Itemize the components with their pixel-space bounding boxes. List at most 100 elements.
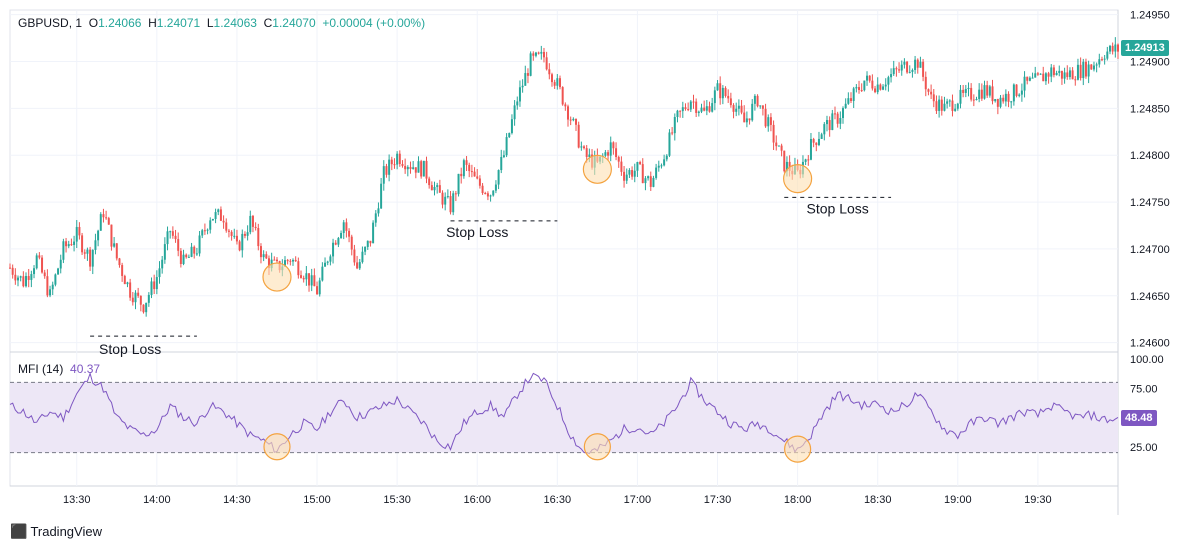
candle-down xyxy=(972,99,975,101)
time-tick-label: 14:30 xyxy=(223,494,251,506)
candle-up xyxy=(372,222,375,244)
candle-down xyxy=(719,83,722,99)
candle-down xyxy=(583,146,586,149)
candle-up xyxy=(534,52,537,56)
grid xyxy=(9,9,1119,515)
candle-up xyxy=(876,84,879,93)
candle-down xyxy=(569,119,572,121)
candle-down xyxy=(542,51,545,58)
candle-down xyxy=(996,99,999,107)
candle-down xyxy=(780,145,783,151)
high-value: 1.24071 xyxy=(156,16,201,30)
candle-down xyxy=(171,231,174,236)
candle-down xyxy=(703,107,706,111)
candle-up xyxy=(505,137,508,156)
candle-down xyxy=(550,74,553,83)
candle-up xyxy=(825,120,828,125)
candle-down xyxy=(858,87,861,91)
candle-down xyxy=(294,259,297,262)
change-value: +0.00004 (+0.00%) xyxy=(322,16,426,30)
candle-down xyxy=(414,167,417,173)
candle-down xyxy=(46,276,49,296)
close-value: 1.24070 xyxy=(272,16,316,30)
candle-up xyxy=(417,161,420,173)
candle-down xyxy=(465,160,468,165)
candle-down xyxy=(922,61,925,77)
candle-down xyxy=(1052,67,1055,76)
candle-up xyxy=(697,111,700,113)
candle-down xyxy=(131,297,134,303)
candle-down xyxy=(775,142,778,147)
candle-up xyxy=(1010,101,1013,103)
candle-up xyxy=(422,160,425,177)
candle-down xyxy=(481,185,484,194)
candle-up xyxy=(938,99,941,111)
candle-down xyxy=(470,171,473,173)
candle-up xyxy=(321,266,324,281)
candle-down xyxy=(1090,64,1093,70)
candle-up xyxy=(412,167,415,169)
candle-up xyxy=(660,165,663,167)
candle-down xyxy=(275,259,278,262)
stop-loss-label: Stop Loss xyxy=(99,341,161,357)
time-tick-label: 18:30 xyxy=(864,494,892,506)
price-highlight-circle xyxy=(783,164,813,194)
candle-up xyxy=(283,260,286,267)
candle-down xyxy=(70,244,73,246)
candle-up xyxy=(633,170,636,177)
candle-down xyxy=(81,235,84,253)
mfi-band-fill xyxy=(10,382,1118,453)
candle-down xyxy=(991,86,994,102)
candle-up xyxy=(444,196,447,205)
candle-down xyxy=(273,259,276,261)
candle-down xyxy=(107,218,110,225)
candle-down xyxy=(22,276,25,287)
candle-up xyxy=(644,178,647,184)
candle-down xyxy=(1060,70,1063,79)
candle-up xyxy=(1004,93,1007,102)
candle-up xyxy=(844,103,847,109)
candle-up xyxy=(292,259,295,262)
candle-up xyxy=(436,185,439,187)
low-value: 1.24063 xyxy=(213,16,257,30)
candle-up xyxy=(767,117,770,127)
candle-down xyxy=(297,261,300,276)
candle-up xyxy=(954,108,957,111)
candle-up xyxy=(540,51,543,54)
candle-up xyxy=(166,231,169,245)
candle-up xyxy=(842,108,845,119)
candle-down xyxy=(460,173,463,177)
candle-down xyxy=(468,164,471,172)
time-tick-label: 19:00 xyxy=(944,494,972,506)
candle-up xyxy=(147,294,150,303)
candle-up xyxy=(340,232,343,239)
candle-up xyxy=(956,103,959,109)
candle-down xyxy=(142,304,145,313)
candle-up xyxy=(57,268,60,275)
candle-up xyxy=(1028,77,1031,81)
symbol-label: GBPUSD xyxy=(18,16,69,30)
candle-down xyxy=(484,193,487,195)
candle-down xyxy=(476,176,479,179)
candle-down xyxy=(932,94,935,102)
candle-down xyxy=(708,106,711,112)
candle-up xyxy=(721,87,724,99)
candle-up xyxy=(866,75,869,81)
candle-down xyxy=(1042,73,1045,82)
candle-up xyxy=(462,160,465,177)
candle-down xyxy=(617,157,620,162)
candle-down xyxy=(906,61,909,73)
candle-down xyxy=(639,162,642,165)
candle-up xyxy=(241,233,244,251)
candle-up xyxy=(433,186,436,191)
candle-down xyxy=(526,73,529,76)
candle-up xyxy=(206,229,209,231)
candle-up xyxy=(817,138,820,146)
candle-down xyxy=(1015,84,1018,96)
tradingview-logo[interactable]: ⬛ TradingView xyxy=(10,523,102,540)
mfi-tick-label: 25.00 xyxy=(1130,442,1158,454)
candle-down xyxy=(756,95,759,107)
candle-down xyxy=(286,260,289,262)
candle-down xyxy=(385,166,388,175)
